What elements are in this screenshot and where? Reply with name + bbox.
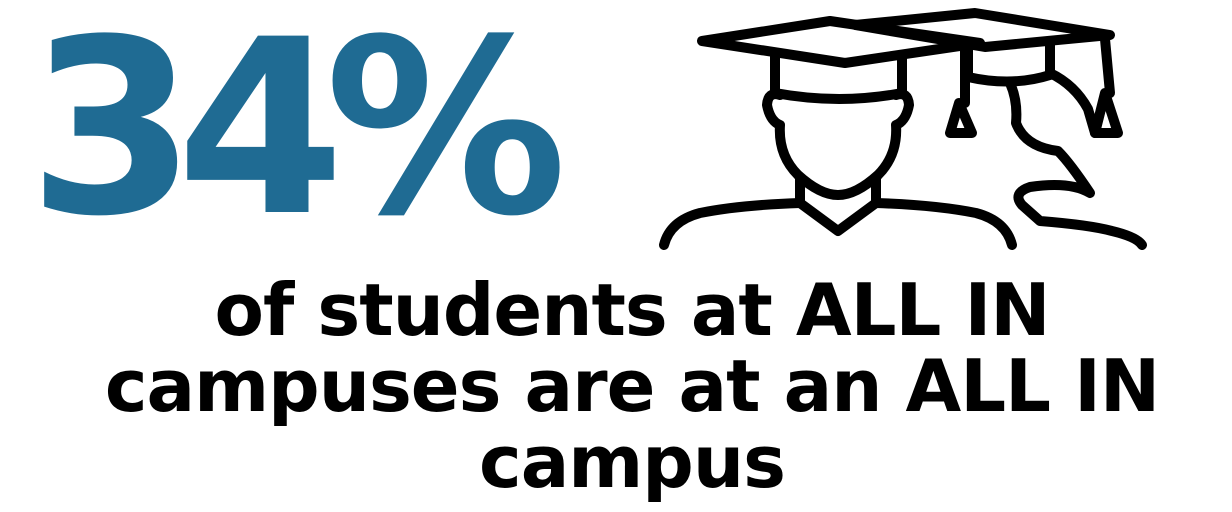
caption: of students at ALL IN campuses are at an…	[16, 272, 1232, 500]
graduates-icon	[659, 8, 1147, 250]
caption-line-1: of students at ALL IN	[214, 268, 1050, 352]
caption-line-3: campus	[479, 420, 786, 504]
front-cap-icon	[697, 16, 985, 68]
stat-value: 34%	[28, 0, 567, 270]
caption-line-2: campuses are at an ALL IN	[104, 344, 1160, 428]
